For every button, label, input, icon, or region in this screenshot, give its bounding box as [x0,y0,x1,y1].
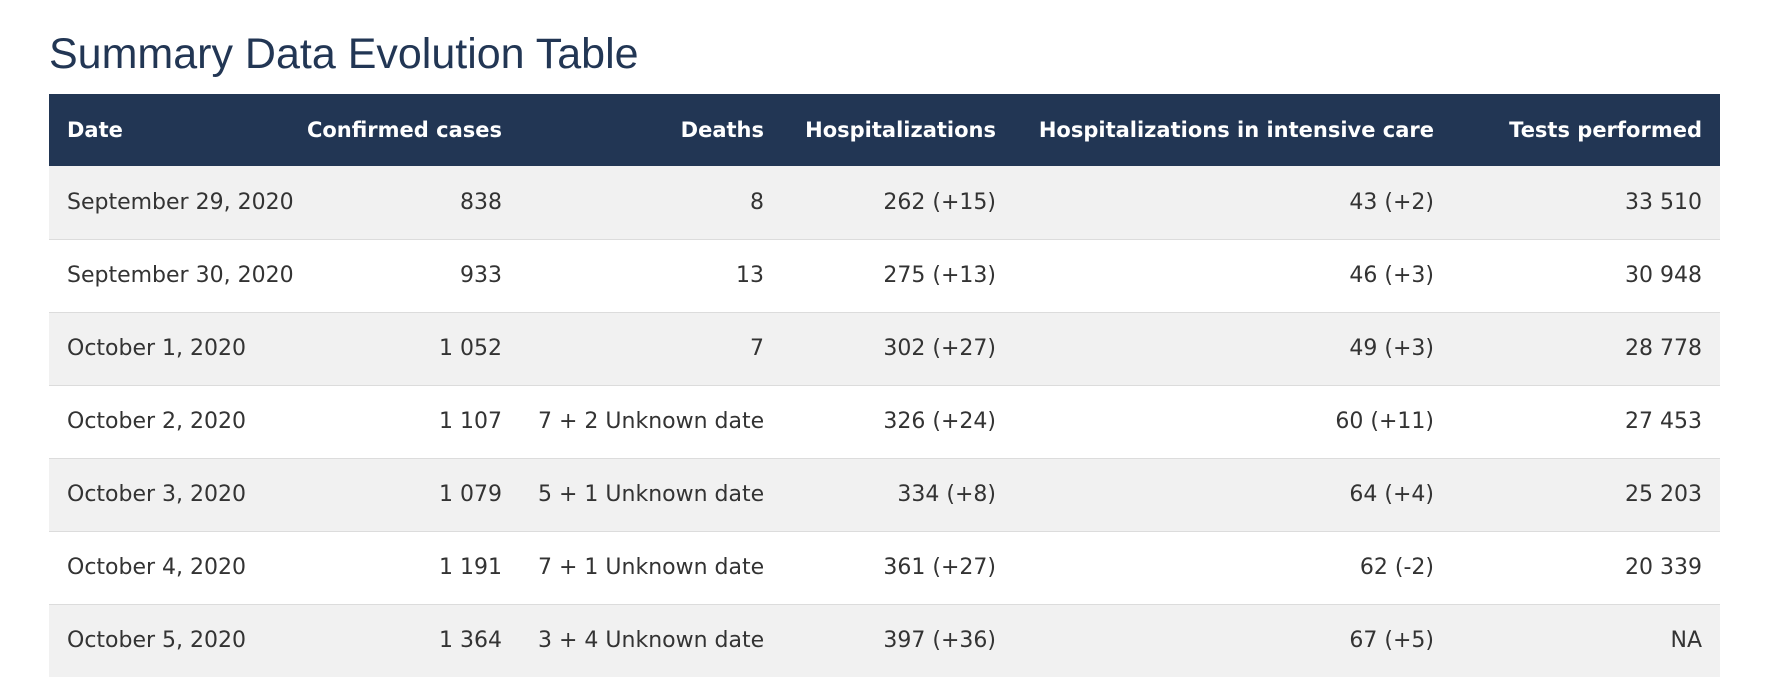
cell-confirmed-cases: 933 [460,263,502,288]
cell-hospitalizations: 275 (+13) [883,263,996,288]
cell-tests-performed: 25 203 [1625,482,1702,507]
cell-deaths: 7 + 2 Unknown date [538,409,765,434]
column-header-confirmed-cases: Confirmed cases [306,118,502,142]
table-row: October 5, 2020 1 364 3 + 4 Unknown date… [49,604,1720,677]
cell-confirmed-cases: 838 [460,189,502,215]
cell-intensive-care: 60 (+11) [1335,409,1434,434]
cell-tests-performed: 28 778 [1625,336,1702,361]
cell-deaths: 13 [736,263,764,288]
cell-hospitalizations: 397 (+36) [883,628,996,654]
table-row: September 29, 2020 838 8 262 (+15) 43 (+… [49,166,1720,239]
cell-date: October 2, 2020 [67,409,247,434]
page-title: Summary Data Evolution Table [49,30,639,78]
table-row: October 1, 2020 1 052 7 302 (+27) 49 (+3… [49,312,1720,385]
cell-tests-performed: 33 510 [1625,189,1702,215]
cell-hospitalizations: 326 (+24) [883,409,996,434]
cell-intensive-care: 49 (+3) [1349,336,1434,361]
table-body: September 29, 2020 838 8 262 (+15) 43 (+… [49,166,1720,677]
cell-confirmed-cases: 1 052 [439,336,502,361]
cell-date: September 30, 2020 [67,263,294,288]
cell-hospitalizations: 361 (+27) [883,555,996,580]
column-header-deaths: Deaths [680,118,764,142]
cell-deaths: 3 + 4 Unknown date [538,628,765,654]
cell-intensive-care: 64 (+4) [1349,482,1434,507]
cell-intensive-care: 62 (-2) [1359,555,1434,580]
cell-date: October 4, 2020 [67,555,247,580]
table-row: October 3, 2020 1 079 5 + 1 Unknown date… [49,458,1720,531]
cell-confirmed-cases: 1 107 [439,409,502,434]
table-header: Date Confirmed cases Deaths Hospitalizat… [49,94,1720,166]
cell-hospitalizations: 302 (+27) [883,336,996,361]
cell-deaths: 7 [750,336,764,361]
cell-intensive-care: 67 (+5) [1349,628,1434,654]
cell-tests-performed: NA [1670,628,1702,654]
cell-deaths: 5 + 1 Unknown date [538,482,765,507]
summary-data-table: Date Confirmed cases Deaths Hospitalizat… [49,94,1720,677]
column-header-tests-performed: Tests performed [1509,118,1702,142]
column-header-intensive-care: Hospitalizations in intensive care [1038,118,1434,142]
cell-tests-performed: 20 339 [1625,555,1702,580]
cell-deaths: 7 + 1 Unknown date [538,555,765,580]
cell-hospitalizations: 262 (+15) [883,189,996,215]
cell-date: October 5, 2020 [67,628,247,654]
table-row: October 4, 2020 1 191 7 + 1 Unknown date… [49,531,1720,604]
cell-intensive-care: 43 (+2) [1349,189,1434,215]
cell-date: October 3, 2020 [67,482,247,507]
cell-deaths: 8 [750,189,764,215]
column-header-hospitalizations: Hospitalizations [805,118,996,142]
cell-date: October 1, 2020 [67,336,247,361]
cell-date: September 29, 2020 [67,189,294,215]
column-header-date: Date [67,118,123,142]
table-header-row: Date Confirmed cases Deaths Hospitalizat… [49,94,1720,166]
cell-tests-performed: 27 453 [1625,409,1702,434]
table-row: October 2, 2020 1 107 7 + 2 Unknown date… [49,385,1720,458]
cell-hospitalizations: 334 (+8) [897,482,996,507]
cell-intensive-care: 46 (+3) [1349,263,1434,288]
cell-confirmed-cases: 1 364 [439,628,502,654]
cell-confirmed-cases: 1 079 [439,482,502,507]
cell-tests-performed: 30 948 [1625,263,1702,288]
table-row: September 30, 2020 933 13 275 (+13) 46 (… [49,239,1720,312]
cell-confirmed-cases: 1 191 [439,555,502,580]
